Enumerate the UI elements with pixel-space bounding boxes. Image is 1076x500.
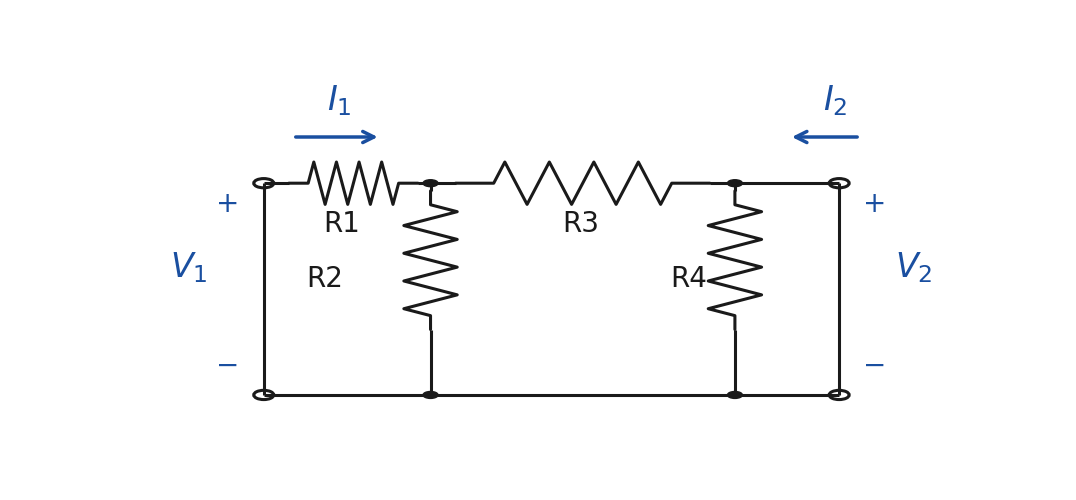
Circle shape xyxy=(727,180,742,186)
Text: −: − xyxy=(216,352,240,380)
Text: $I_1$: $I_1$ xyxy=(326,83,351,118)
Text: R3: R3 xyxy=(562,210,599,238)
Text: −: − xyxy=(863,352,887,380)
Circle shape xyxy=(727,392,742,398)
Circle shape xyxy=(423,392,438,398)
Text: R2: R2 xyxy=(307,266,343,293)
Text: $V_2$: $V_2$ xyxy=(895,250,933,285)
Text: R4: R4 xyxy=(670,266,708,293)
Text: R1: R1 xyxy=(323,210,359,238)
Text: +: + xyxy=(216,190,240,218)
Text: $I_2$: $I_2$ xyxy=(823,83,847,118)
Circle shape xyxy=(423,180,438,186)
Text: $V_1$: $V_1$ xyxy=(170,250,208,285)
Text: +: + xyxy=(863,190,887,218)
